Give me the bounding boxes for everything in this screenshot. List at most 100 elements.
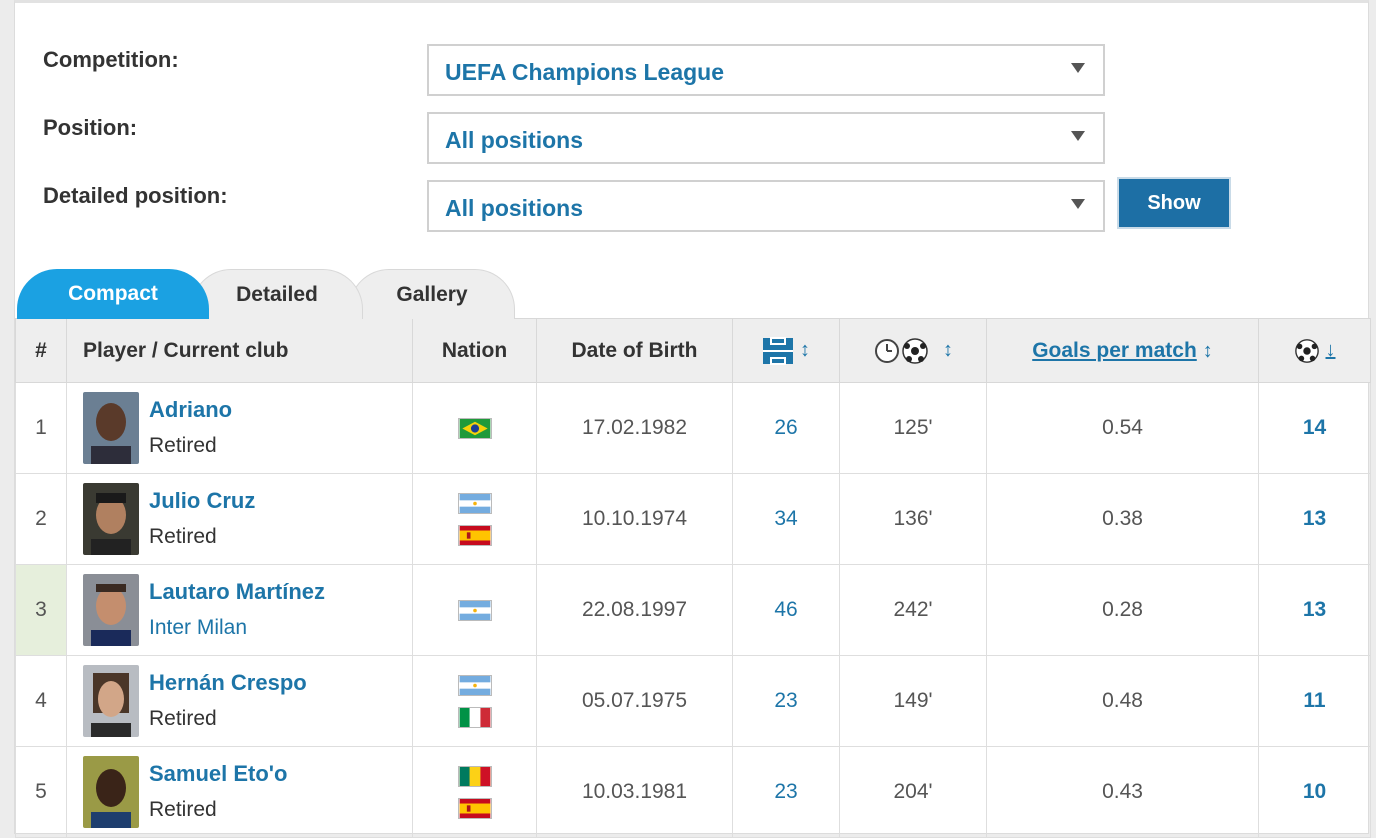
minutes-per-goal-cell: 136'	[839, 473, 987, 565]
clock-icon	[875, 338, 899, 363]
goals-link[interactable]: 14	[1302, 416, 1327, 439]
dob-cell: 22.08.1997	[536, 564, 733, 656]
nation-cell	[412, 382, 537, 474]
player-club-link[interactable]: Inter Milan	[149, 616, 248, 639]
rank-cell: 2	[15, 473, 67, 565]
appearances-cell: 23	[732, 655, 840, 747]
goals-per-match-cell: 0.28	[986, 564, 1259, 656]
table-row: 5 Samuel Eto'o Retired 10.03.1981 23 204…	[15, 746, 1371, 838]
player-name-link[interactable]: Adriano	[149, 397, 233, 422]
player-name-link[interactable]: Hernán Crespo	[149, 670, 307, 695]
player-club: Retired	[149, 434, 217, 457]
argentina-flag-icon	[457, 492, 492, 514]
player-name-link[interactable]: Julio Cruz	[149, 488, 256, 513]
show-button[interactable]: Show	[1117, 177, 1231, 229]
position-row: Position: All positions	[43, 109, 1343, 164]
appearances-cell: 26	[732, 382, 840, 474]
player-cell: Lautaro Martínez Inter Milan	[66, 564, 413, 656]
rank-cell: 5	[15, 746, 67, 838]
goals-per-match-link[interactable]: Goals per match	[1032, 338, 1197, 362]
tab-detailed[interactable]: Detailed	[191, 269, 363, 319]
pitch-icon	[763, 336, 793, 365]
appearances-link[interactable]: 23	[774, 780, 798, 803]
appearances-link[interactable]: 34	[774, 507, 798, 530]
player-name-link[interactable]: Samuel Eto'o	[149, 761, 288, 786]
appearances-cell: 34	[732, 473, 840, 565]
player-club: Retired	[149, 525, 217, 548]
competition-select[interactable]: UEFA Champions League	[427, 44, 1105, 96]
player-cell: Julio Cruz Retired	[66, 473, 413, 565]
detailed-position-select[interactable]: All positions	[427, 180, 1105, 232]
appearances-link[interactable]: 26	[774, 416, 798, 439]
dob-cell: 10.03.1981	[536, 746, 733, 838]
detailed-position-value: All positions	[445, 195, 583, 221]
goals-cell: 14	[1258, 382, 1371, 474]
ball-icon	[1294, 338, 1319, 363]
position-label: Position:	[43, 115, 138, 140]
player-cell: Hernán Crespo Retired	[66, 655, 413, 747]
goals-per-match-cell: 0.48	[986, 655, 1259, 747]
table-header: # Player / Current club Nation Date of B…	[15, 318, 1371, 383]
competition-label: Competition:	[43, 47, 179, 72]
rank-cell: 1	[15, 382, 67, 474]
player-cell: Samuel Eto'o Retired	[66, 746, 413, 838]
avatar[interactable]	[83, 756, 139, 828]
player-name-link[interactable]: Lautaro Martínez	[149, 579, 326, 604]
goals-link[interactable]: 11	[1303, 689, 1326, 712]
dob-cell: 17.02.1982	[536, 382, 733, 474]
position-select[interactable]: All positions	[427, 112, 1105, 164]
sort-down-icon: ↓	[1325, 339, 1336, 362]
argentina-flag-icon	[457, 599, 492, 621]
table-row: 4 Hernán Crespo Retired 05.07.1975 23 14…	[15, 655, 1371, 747]
goals-cell: 10	[1258, 746, 1371, 838]
rank-header: #	[15, 318, 67, 383]
appearances-header[interactable]: ↕	[732, 318, 840, 383]
appearances-link[interactable]: 46	[774, 598, 798, 621]
minutes-per-goal-cell: 242'	[839, 564, 987, 656]
goals-link[interactable]: 13	[1302, 598, 1327, 621]
detailed-position-label: Detailed position:	[43, 183, 228, 208]
tab-gallery[interactable]: Gallery	[349, 269, 515, 319]
avatar[interactable]	[83, 483, 139, 555]
goals-cell: 11	[1258, 655, 1371, 747]
minutes-per-goal-header[interactable]: ↕	[839, 318, 987, 383]
dob-cell: 10.10.1974	[536, 473, 733, 565]
table-row: 3 Lautaro Martínez Inter Milan 22.08.199…	[15, 564, 1371, 656]
goals-cell: 13	[1258, 564, 1371, 656]
minutes-per-goal-cell: 204'	[839, 746, 987, 838]
tab-compact[interactable]: Compact	[17, 269, 209, 319]
minutes-per-goal-cell: 149'	[839, 655, 987, 747]
goals-link[interactable]: 10	[1302, 780, 1327, 803]
page-frame: Competition: UEFA Champions League Posit…	[14, 0, 1371, 838]
chevron-down-icon	[1071, 131, 1085, 141]
ball-icon	[902, 337, 928, 364]
avatar[interactable]	[83, 665, 139, 737]
chevron-down-icon	[1071, 199, 1085, 209]
chevron-down-icon	[1071, 63, 1085, 73]
appearances-cell: 46	[732, 564, 840, 656]
goals-cell: 13	[1258, 473, 1371, 565]
sort-both-icon: ↕	[943, 339, 953, 362]
goals-per-match-cell: 0.43	[986, 746, 1259, 838]
players-table: # Player / Current club Nation Date of B…	[15, 318, 1371, 838]
player-header: Player / Current club	[66, 318, 413, 383]
brazil-flag-icon	[457, 417, 492, 439]
appearances-link[interactable]: 23	[774, 689, 798, 712]
sort-both-icon: ↕	[1202, 339, 1213, 362]
player-club: Retired	[149, 798, 217, 821]
goals-per-match-header[interactable]: Goals per match ↕	[986, 318, 1259, 383]
sort-both-icon: ↕	[800, 339, 810, 362]
goals-header[interactable]: ↓	[1258, 318, 1371, 383]
table-row: 2 Julio Cruz Retired 10.10.1974 34 136' …	[15, 473, 1371, 565]
nation-header: Nation	[412, 318, 537, 383]
competition-value: UEFA Champions League	[445, 59, 725, 85]
spain-flag-icon	[457, 524, 492, 546]
argentina-flag-icon	[457, 674, 492, 696]
goals-link[interactable]: 13	[1302, 507, 1327, 530]
avatar[interactable]	[83, 392, 139, 464]
dob-cell: 05.07.1975	[536, 655, 733, 747]
nation-cell	[412, 564, 537, 656]
competition-row: Competition: UEFA Champions League	[43, 41, 1343, 96]
nation-cell	[412, 655, 537, 747]
avatar[interactable]	[83, 574, 139, 646]
